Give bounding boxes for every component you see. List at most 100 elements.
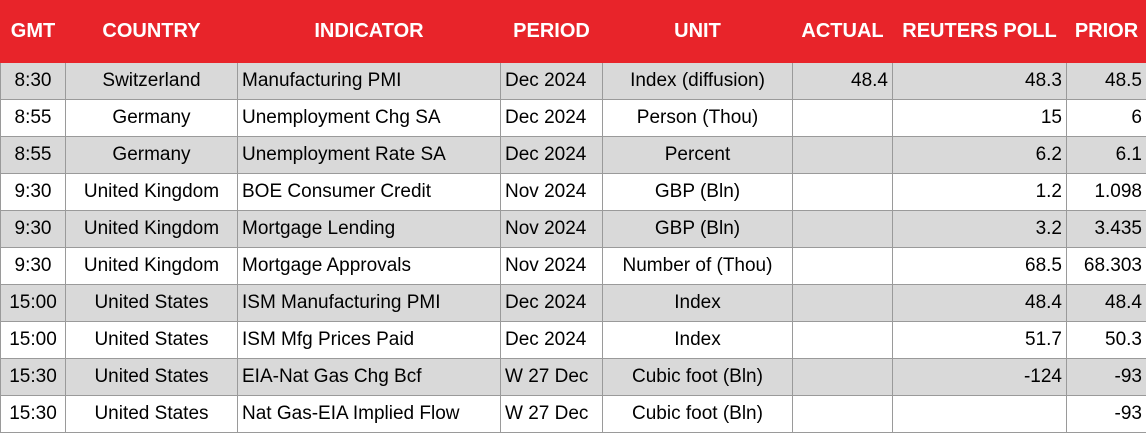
country-cell: Germany [66,100,238,137]
unit-cell: GBP (Bln) [603,211,793,248]
unit-cell: Index [603,322,793,359]
reuters-poll-cell: 48.3 [893,63,1067,100]
gmt-cell: 8:30 [1,63,66,100]
actual-cell [793,174,893,211]
unit-cell: Index [603,285,793,322]
country-cell: United States [66,396,238,433]
gmt-cell: 9:30 [1,248,66,285]
country-cell: United States [66,359,238,396]
indicator-cell: Manufacturing PMI [238,63,501,100]
unit-cell: GBP (Bln) [603,174,793,211]
unit-cell: Percent [603,137,793,174]
period-cell: Dec 2024 [501,63,603,100]
prior-cell: -93 [1067,359,1146,396]
prior-cell: 1.098 [1067,174,1146,211]
column-header: PRIOR [1067,1,1146,63]
gmt-cell: 8:55 [1,137,66,174]
column-header: INDICATOR [238,1,501,63]
reuters-poll-cell: 68.5 [893,248,1067,285]
actual-cell [793,322,893,359]
period-cell: W 27 Dec [501,359,603,396]
column-header: ACTUAL [793,1,893,63]
column-header: PERIOD [501,1,603,63]
unit-cell: Number of (Thou) [603,248,793,285]
period-cell: W 27 Dec [501,396,603,433]
actual-cell [793,359,893,396]
indicator-cell: EIA-Nat Gas Chg Bcf [238,359,501,396]
indicator-cell: Mortgage Approvals [238,248,501,285]
actual-cell: 48.4 [793,63,893,100]
reuters-poll-cell [893,396,1067,433]
country-cell: United States [66,285,238,322]
gmt-cell: 15:30 [1,396,66,433]
country-cell: Switzerland [66,63,238,100]
gmt-cell: 9:30 [1,211,66,248]
gmt-cell: 8:55 [1,100,66,137]
prior-cell: -93 [1067,396,1146,433]
actual-cell [793,248,893,285]
period-cell: Dec 2024 [501,137,603,174]
period-cell: Dec 2024 [501,285,603,322]
prior-cell: 48.5 [1067,63,1146,100]
prior-cell: 6.1 [1067,137,1146,174]
gmt-cell: 15:00 [1,285,66,322]
reuters-poll-cell: 6.2 [893,137,1067,174]
reuters-poll-cell: 48.4 [893,285,1067,322]
period-cell: Dec 2024 [501,100,603,137]
actual-cell [793,137,893,174]
prior-cell: 50.3 [1067,322,1146,359]
column-header: GMT [1,1,66,63]
unit-cell: Index (diffusion) [603,63,793,100]
gmt-cell: 15:00 [1,322,66,359]
indicator-cell: Mortgage Lending [238,211,501,248]
indicator-cell: Nat Gas-EIA Implied Flow [238,396,501,433]
column-header: UNIT [603,1,793,63]
country-cell: Germany [66,137,238,174]
country-cell: United Kingdom [66,174,238,211]
indicator-cell: ISM Mfg Prices Paid [238,322,501,359]
actual-cell [793,100,893,137]
column-header: REUTERS POLL [893,1,1067,63]
gmt-cell: 9:30 [1,174,66,211]
period-cell: Dec 2024 [501,322,603,359]
unit-cell: Person (Thou) [603,100,793,137]
indicator-cell: Unemployment Chg SA [238,100,501,137]
unit-cell: Cubic foot (Bln) [603,359,793,396]
prior-cell: 48.4 [1067,285,1146,322]
prior-cell: 6 [1067,100,1146,137]
actual-cell [793,285,893,322]
reuters-poll-cell: 1.2 [893,174,1067,211]
indicator-cell: BOE Consumer Credit [238,174,501,211]
actual-cell [793,211,893,248]
period-cell: Nov 2024 [501,211,603,248]
period-cell: Nov 2024 [501,248,603,285]
indicator-cell: ISM Manufacturing PMI [238,285,501,322]
period-cell: Nov 2024 [501,174,603,211]
country-cell: United Kingdom [66,211,238,248]
reuters-poll-cell: 3.2 [893,211,1067,248]
prior-cell: 3.435 [1067,211,1146,248]
unit-cell: Cubic foot (Bln) [603,396,793,433]
actual-cell [793,396,893,433]
reuters-poll-cell: 15 [893,100,1067,137]
prior-cell: 68.303 [1067,248,1146,285]
gmt-cell: 15:30 [1,359,66,396]
reuters-poll-cell: 51.7 [893,322,1067,359]
indicator-cell: Unemployment Rate SA [238,137,501,174]
country-cell: United Kingdom [66,248,238,285]
reuters-poll-cell: -124 [893,359,1067,396]
country-cell: United States [66,322,238,359]
